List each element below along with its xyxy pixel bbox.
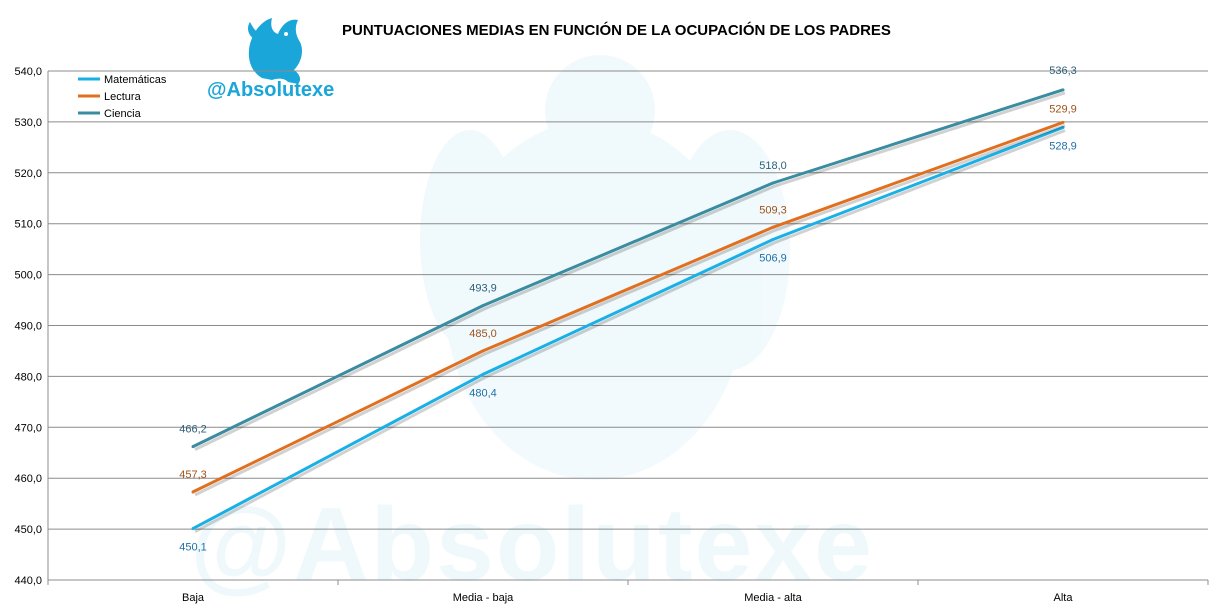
- data-point: [771, 181, 775, 185]
- y-tick-label: 540,0: [14, 66, 42, 78]
- data-label: 518,0: [759, 160, 787, 172]
- data-point: [191, 527, 195, 531]
- series-shadow: [194, 91, 1066, 451]
- data-label: 506,9: [759, 252, 787, 264]
- data-label: 480,4: [469, 387, 497, 399]
- axes: 440,0 450,0 460,0 470,0 480,0 490,0 500,0 510,0…: [14, 66, 1209, 604]
- data-point: [1061, 88, 1065, 92]
- series-line-matematicas: [192, 126, 1064, 530]
- gridlines: [48, 70, 1208, 581]
- data-label: 528,9: [1049, 140, 1077, 152]
- griffin-logo-icon: [248, 18, 302, 84]
- y-tick-label: 520,0: [14, 168, 42, 180]
- y-tick-label: 460,0: [14, 473, 42, 485]
- watermark-text: @Absolutexe: [190, 487, 874, 603]
- data-label: 466,2: [179, 424, 207, 436]
- data-point: [771, 237, 775, 241]
- data-point: [481, 372, 485, 376]
- legend-label: Lectura: [104, 91, 142, 103]
- data-label: 536,3: [1049, 65, 1077, 77]
- data-point: [191, 490, 195, 494]
- data-point: [481, 349, 485, 353]
- y-tick-label: 490,0: [14, 321, 42, 333]
- data-point: [191, 445, 195, 449]
- x-tick-label: Media - alta: [744, 592, 802, 604]
- series-shadow: [194, 129, 1066, 533]
- data-point: [1061, 125, 1065, 129]
- y-tick-label: 470,0: [14, 422, 42, 434]
- series-line-ciencia: [192, 88, 1064, 448]
- y-tick-label: 500,0: [14, 270, 42, 282]
- y-tick-label: 440,0: [14, 575, 42, 587]
- data-point: [481, 304, 485, 308]
- data-label: 457,3: [179, 469, 207, 481]
- y-tick-label: 510,0: [14, 219, 42, 231]
- series-line-lectura: [192, 120, 1064, 494]
- data-label: 529,9: [1049, 103, 1077, 115]
- series-layer: [191, 88, 1066, 533]
- data-label: 450,1: [179, 542, 207, 554]
- x-tick-label: Media - baja: [453, 592, 514, 604]
- logo-text: @Absolutexe: [207, 79, 335, 101]
- series-shadow: [194, 123, 1066, 497]
- data-label: 493,9: [469, 283, 497, 295]
- data-label: 485,0: [469, 328, 497, 340]
- x-tick-label: Alta: [1054, 592, 1074, 604]
- y-tick-label: 530,0: [14, 117, 42, 129]
- data-labels: 450,1 480,4 506,9 528,9 457,3 485,0 509,3 529,9…: [179, 65, 1077, 554]
- data-point: [1061, 120, 1065, 124]
- y-tick-label: 450,0: [14, 524, 42, 536]
- data-label: 509,3: [759, 204, 787, 216]
- background-emblem: [420, 55, 790, 480]
- legend: Matemáticas Lectura Ciencia: [78, 74, 167, 120]
- chart-title: PUNTUACIONES MEDIAS EN FUNCIÓN DE LA OCU…: [342, 22, 891, 39]
- data-point: [771, 225, 775, 229]
- legend-label: Ciencia: [104, 108, 142, 120]
- x-tick-label: Baja: [182, 592, 205, 604]
- legend-label: Matemáticas: [104, 74, 167, 86]
- y-tick-label: 480,0: [14, 371, 42, 383]
